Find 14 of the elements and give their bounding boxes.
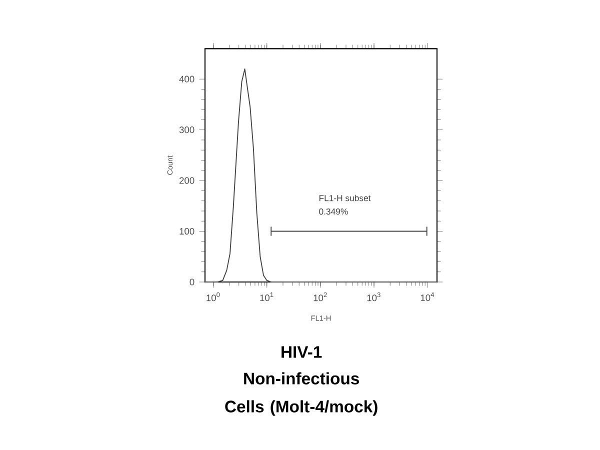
- x-tick-label: 10$^{1}$: [260, 292, 274, 302]
- text: HIV-1: [282, 346, 322, 358]
- y-tick-label: 300: [179, 126, 194, 134]
- x-tick-label: 10$^{4}$: [420, 292, 434, 302]
- y-tick-label: 200: [179, 177, 194, 184]
- x-tick-label: 10$^{0}$: [206, 292, 220, 302]
- y-tick-label: 0: [190, 278, 194, 286]
- annotation: 0.349%: [319, 208, 348, 215]
- y-tick-label: 100: [180, 228, 194, 235]
- annotation: FL1-H subset: [319, 194, 371, 202]
- y-tick-label: 400: [179, 76, 194, 82]
- x-tick-label: 10$^{2}$: [314, 292, 327, 302]
- text: Non-infectious Cells (Molt-4/mock): [225, 372, 378, 416]
- x-tick-label: 10$^{3}$: [367, 292, 380, 302]
